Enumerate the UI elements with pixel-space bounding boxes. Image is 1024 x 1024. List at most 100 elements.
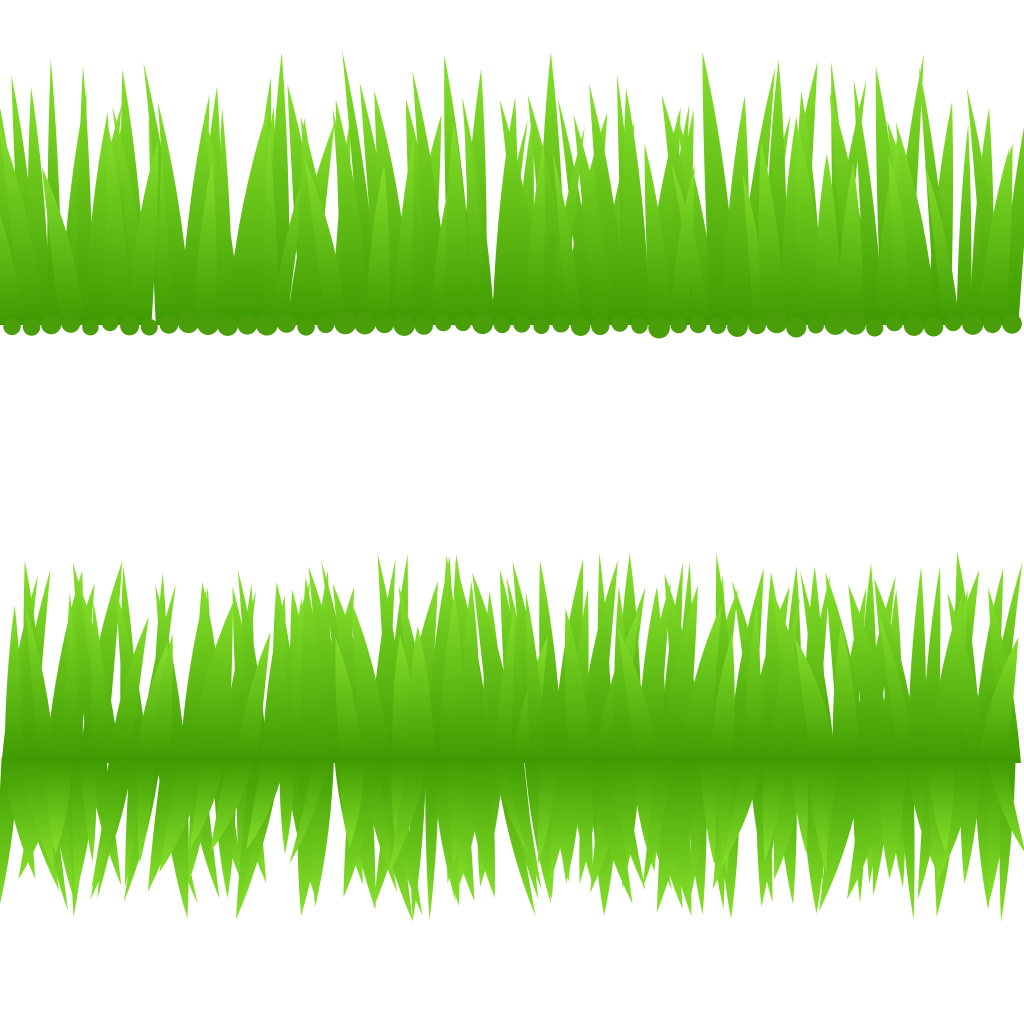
grass-root — [923, 317, 944, 337]
grass-blade — [444, 121, 471, 326]
grass-blade — [679, 604, 722, 763]
grass-root — [591, 316, 610, 336]
grass-blade — [25, 605, 56, 763]
grass-blade — [439, 591, 465, 763]
grass-root — [41, 314, 62, 335]
grass-blade — [947, 592, 989, 763]
grass-root — [885, 314, 904, 332]
grass-blade — [525, 590, 546, 763]
grass-blade — [857, 575, 896, 763]
grass-blade — [907, 567, 927, 763]
grass-strip-with-reflection — [0, 545, 1024, 930]
grass-blade — [895, 122, 938, 325]
grass-blade — [505, 757, 542, 890]
grass-blade — [853, 78, 884, 325]
grass-blade — [589, 83, 628, 325]
grass-strip-with-roots — [0, 40, 1024, 345]
grass-blade — [389, 757, 428, 873]
grass-blade — [304, 158, 349, 325]
grass-blade — [189, 601, 234, 763]
grass-root — [197, 313, 220, 335]
grass-root — [631, 317, 648, 334]
grass-root — [82, 319, 99, 336]
grass-blade — [288, 757, 330, 865]
grass-blade — [721, 757, 764, 867]
grass-root — [120, 316, 140, 336]
grass-blade — [279, 757, 296, 855]
grass-blade — [194, 161, 217, 325]
grass-blade — [91, 601, 109, 763]
grass-blade — [235, 632, 271, 763]
grass-blade — [587, 757, 633, 904]
grass-root — [22, 318, 41, 336]
grass-root — [101, 314, 119, 332]
grass-blade — [492, 97, 518, 326]
grass-blade — [41, 167, 86, 325]
grass-blade — [91, 757, 130, 890]
grass-blade — [762, 757, 787, 861]
grass-root — [648, 316, 670, 339]
grass-blade — [525, 139, 545, 325]
grass-blade — [557, 97, 597, 326]
grass-blade — [430, 757, 456, 902]
grass-blade — [837, 163, 864, 325]
grass-blade — [64, 591, 80, 763]
grass-blade — [709, 633, 735, 763]
grass-blade — [108, 616, 149, 763]
grass-blade — [263, 128, 279, 325]
grass-root — [824, 313, 847, 335]
grass-root — [983, 315, 1002, 334]
grass-blade — [564, 608, 592, 763]
grass-root — [866, 319, 884, 337]
grass-blade — [768, 596, 801, 763]
grass-blade — [814, 153, 842, 325]
grass-blade — [669, 164, 695, 325]
grass-blade — [360, 757, 398, 893]
grass-root — [61, 313, 81, 333]
grass-blade — [556, 757, 583, 884]
grass-root — [944, 314, 962, 332]
grass-blade — [301, 576, 328, 763]
grass-blade — [105, 125, 131, 325]
grass-root — [237, 315, 258, 335]
grass-blade — [795, 637, 838, 763]
grass-root — [140, 318, 158, 336]
grass-blade — [226, 108, 269, 326]
grass-root — [670, 316, 687, 334]
grass-root — [533, 318, 550, 334]
grass-blade — [0, 214, 25, 325]
grass-blade — [157, 101, 193, 326]
grass-blade — [210, 757, 254, 853]
grass-root — [297, 318, 315, 336]
grass-blade — [393, 137, 414, 325]
grass-blade — [979, 143, 1013, 325]
grass-blades-reflection-group — [0, 757, 1024, 922]
grass-blade — [335, 99, 371, 325]
grass-blade — [463, 757, 496, 898]
grass-root — [472, 313, 493, 335]
grass-blade — [246, 757, 287, 851]
grass-root — [454, 314, 472, 332]
grass-root — [354, 313, 376, 335]
grass-blade — [806, 757, 827, 873]
grass-blade — [289, 596, 306, 763]
grass-root — [493, 316, 511, 334]
grass-root — [962, 313, 984, 335]
grass-blade — [986, 757, 1024, 852]
grass-root — [217, 315, 238, 336]
grass-root — [414, 316, 433, 335]
grass-root — [3, 317, 21, 336]
grass-blade — [464, 119, 489, 325]
grass-blade — [126, 139, 159, 325]
grass-blade — [137, 757, 155, 864]
grass-blade — [335, 637, 363, 763]
grass-blades-group — [0, 50, 1024, 326]
grass-root — [277, 313, 296, 333]
grass-blade — [956, 124, 972, 326]
grass-blade — [4, 605, 23, 763]
grass-root — [689, 316, 707, 334]
grass-blade — [644, 143, 671, 325]
grass-blade — [617, 627, 659, 763]
grass-blade — [622, 88, 651, 325]
